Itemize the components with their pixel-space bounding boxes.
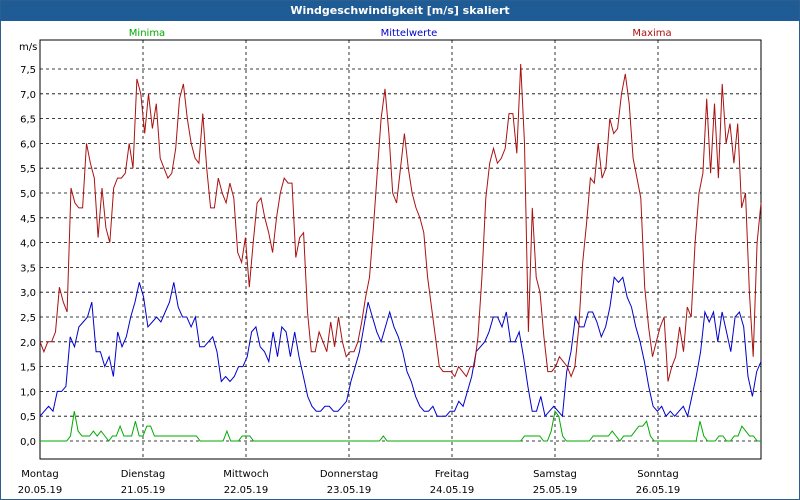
legend-entry: Mittelwerte (381, 28, 438, 39)
x-tick-day: Montag (21, 469, 58, 480)
y-tick-label: 3,5 (20, 263, 36, 274)
x-tick-day: Samstag (533, 469, 577, 480)
y-tick-label: 6,0 (20, 139, 36, 150)
x-tick-date: 23.05.19 (327, 485, 372, 496)
series-line-mittelwerte (39, 276, 762, 418)
y-tick-label: 1,5 (20, 363, 36, 374)
y-tick-label: 0,5 (20, 412, 36, 423)
y-tick-label: 3,0 (20, 288, 36, 299)
chart-title: Windgeschwindigkeit [m/s] skaliert (1, 1, 799, 21)
y-tick-label: 7,5 (20, 65, 36, 76)
x-tick-date: 25.05.19 (533, 485, 578, 496)
y-tick-label: 4,0 (20, 239, 36, 250)
series-line-maxima (39, 63, 762, 382)
x-tick-day: Mittwoch (223, 469, 268, 480)
x-tick-day: Sonntag (637, 469, 679, 480)
x-tick-date: 20.05.19 (18, 485, 63, 496)
y-tick-label: 6,5 (20, 115, 36, 126)
y-tick-label: 5,5 (20, 164, 36, 175)
y-tick-label: 5,0 (20, 189, 36, 200)
x-tick-labels: Montag 20.05.19 Dienstag 21.05.19 Mittwoch 22… (18, 469, 681, 496)
horizontal-gridlines (40, 68, 761, 442)
x-tick-date: 21.05.19 (121, 485, 166, 496)
y-tick-labels: 0,0 0,5 1,0 1,5 2,0 2,5 3,0 3,5 4,0 4,5 5,0 5,5 6,0 6… (20, 65, 36, 448)
legend: Minima Mittelwerte Maxima (129, 28, 672, 39)
plot-area (39, 39, 762, 460)
x-tick-date: 22.05.19 (224, 485, 269, 496)
series-line-minima (40, 410, 761, 442)
x-tick-day: Freitag (435, 469, 469, 480)
y-tick-label: 4,5 (20, 214, 36, 225)
legend-entry: Minima (129, 28, 165, 39)
x-tick-date: 26.05.19 (636, 485, 681, 496)
x-tick-date: 24.05.19 (430, 485, 475, 496)
x-tick-day: Dienstag (121, 469, 166, 480)
y-axis-label: m/s (19, 42, 37, 53)
y-tick-label: 2,5 (20, 313, 36, 324)
legend-entry: Maxima (632, 28, 671, 39)
y-tick-label: 1,0 (20, 387, 36, 398)
series-group (39, 63, 762, 442)
y-tick-label: 2,0 (20, 338, 36, 349)
y-tick-label: 7,0 (20, 90, 36, 101)
x-tick-day: Donnerstag (320, 469, 378, 480)
y-tick-label: 0,0 (20, 437, 36, 448)
